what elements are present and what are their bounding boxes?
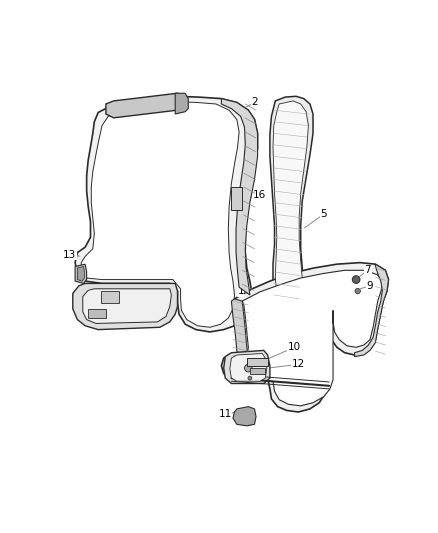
Text: 2: 2 [251,98,258,108]
Text: 14: 14 [131,105,145,115]
Polygon shape [106,93,185,118]
Polygon shape [231,187,242,210]
Circle shape [248,376,252,380]
Text: 1: 1 [237,286,244,296]
Polygon shape [224,350,270,384]
Polygon shape [273,101,308,304]
Text: 10: 10 [288,342,301,352]
Polygon shape [100,291,119,303]
Text: 11: 11 [219,409,232,419]
Polygon shape [230,353,267,381]
Text: 16: 16 [252,190,266,200]
Polygon shape [75,96,258,332]
Polygon shape [270,96,313,306]
Polygon shape [73,284,177,329]
Polygon shape [221,99,258,295]
Polygon shape [221,263,389,412]
Polygon shape [247,358,268,366]
Text: 12: 12 [292,359,305,369]
Text: 9: 9 [367,281,373,290]
Polygon shape [355,264,389,357]
Polygon shape [250,368,265,374]
Polygon shape [88,309,106,318]
Circle shape [352,276,360,284]
Text: 13: 13 [63,250,76,260]
Polygon shape [175,93,188,114]
Polygon shape [81,102,239,327]
Text: 7: 7 [364,265,371,276]
Circle shape [244,364,252,372]
Polygon shape [83,289,171,324]
Polygon shape [233,407,256,426]
Text: 5: 5 [321,209,327,219]
Circle shape [355,288,360,294]
Polygon shape [231,299,248,368]
Polygon shape [75,264,87,284]
Polygon shape [78,266,85,281]
Polygon shape [230,270,383,406]
